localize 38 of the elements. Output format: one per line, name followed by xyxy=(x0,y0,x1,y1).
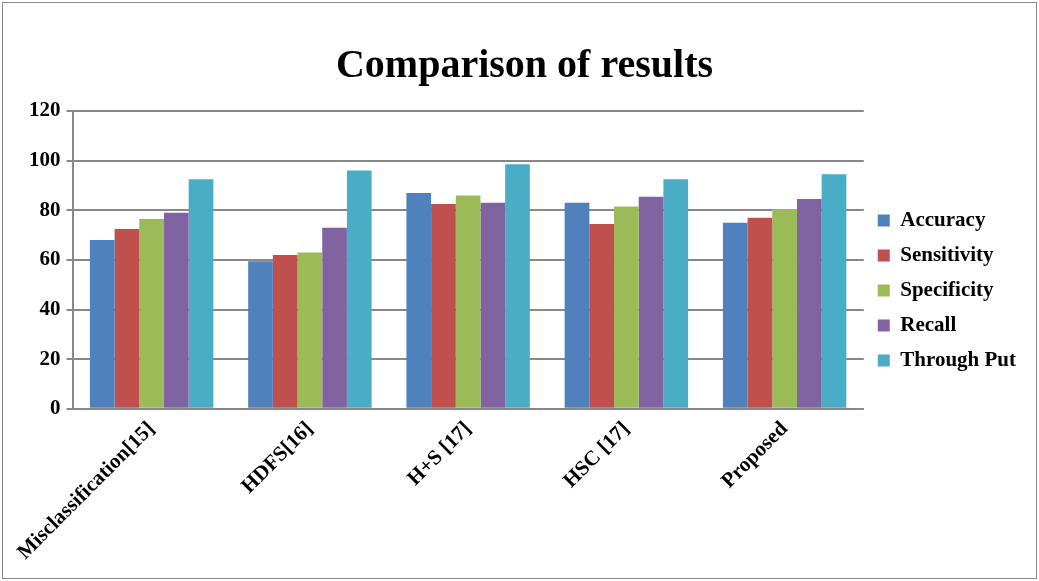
bar xyxy=(505,164,530,408)
legend-label: Specificity xyxy=(900,276,995,301)
bar xyxy=(722,222,748,408)
bar xyxy=(772,209,797,408)
bar xyxy=(272,254,298,408)
y-tick-label: 100 xyxy=(29,147,61,172)
y-tick-label: 80 xyxy=(39,196,61,221)
y-tick-label: 60 xyxy=(39,246,61,271)
bar xyxy=(564,202,590,408)
bar xyxy=(322,227,347,408)
bar xyxy=(163,212,189,408)
bar xyxy=(188,179,214,408)
legend-label: Sensitivity xyxy=(900,241,995,266)
y-tick-label: 40 xyxy=(39,295,61,320)
bar xyxy=(480,202,506,408)
bar xyxy=(821,174,847,408)
y-tick-label: 0 xyxy=(50,395,61,420)
bar xyxy=(431,204,456,408)
bar xyxy=(248,261,273,408)
bar xyxy=(663,179,689,408)
bar xyxy=(139,218,164,408)
chart-title: Comparison of results xyxy=(335,41,714,87)
y-tick-label: 20 xyxy=(39,345,61,370)
legend-label: Recall xyxy=(900,311,957,336)
legend-label: Through Put xyxy=(900,346,1017,371)
bar xyxy=(796,199,822,408)
bar xyxy=(89,240,115,408)
bar xyxy=(614,206,639,408)
bar xyxy=(589,223,615,408)
bar xyxy=(406,192,432,408)
bar xyxy=(638,196,664,408)
bar xyxy=(346,170,372,408)
y-tick-label: 120 xyxy=(29,97,61,122)
bar xyxy=(747,217,773,408)
bar xyxy=(114,228,140,408)
bar xyxy=(455,195,481,408)
legend-label: Accuracy xyxy=(900,206,986,231)
bar xyxy=(297,252,323,408)
